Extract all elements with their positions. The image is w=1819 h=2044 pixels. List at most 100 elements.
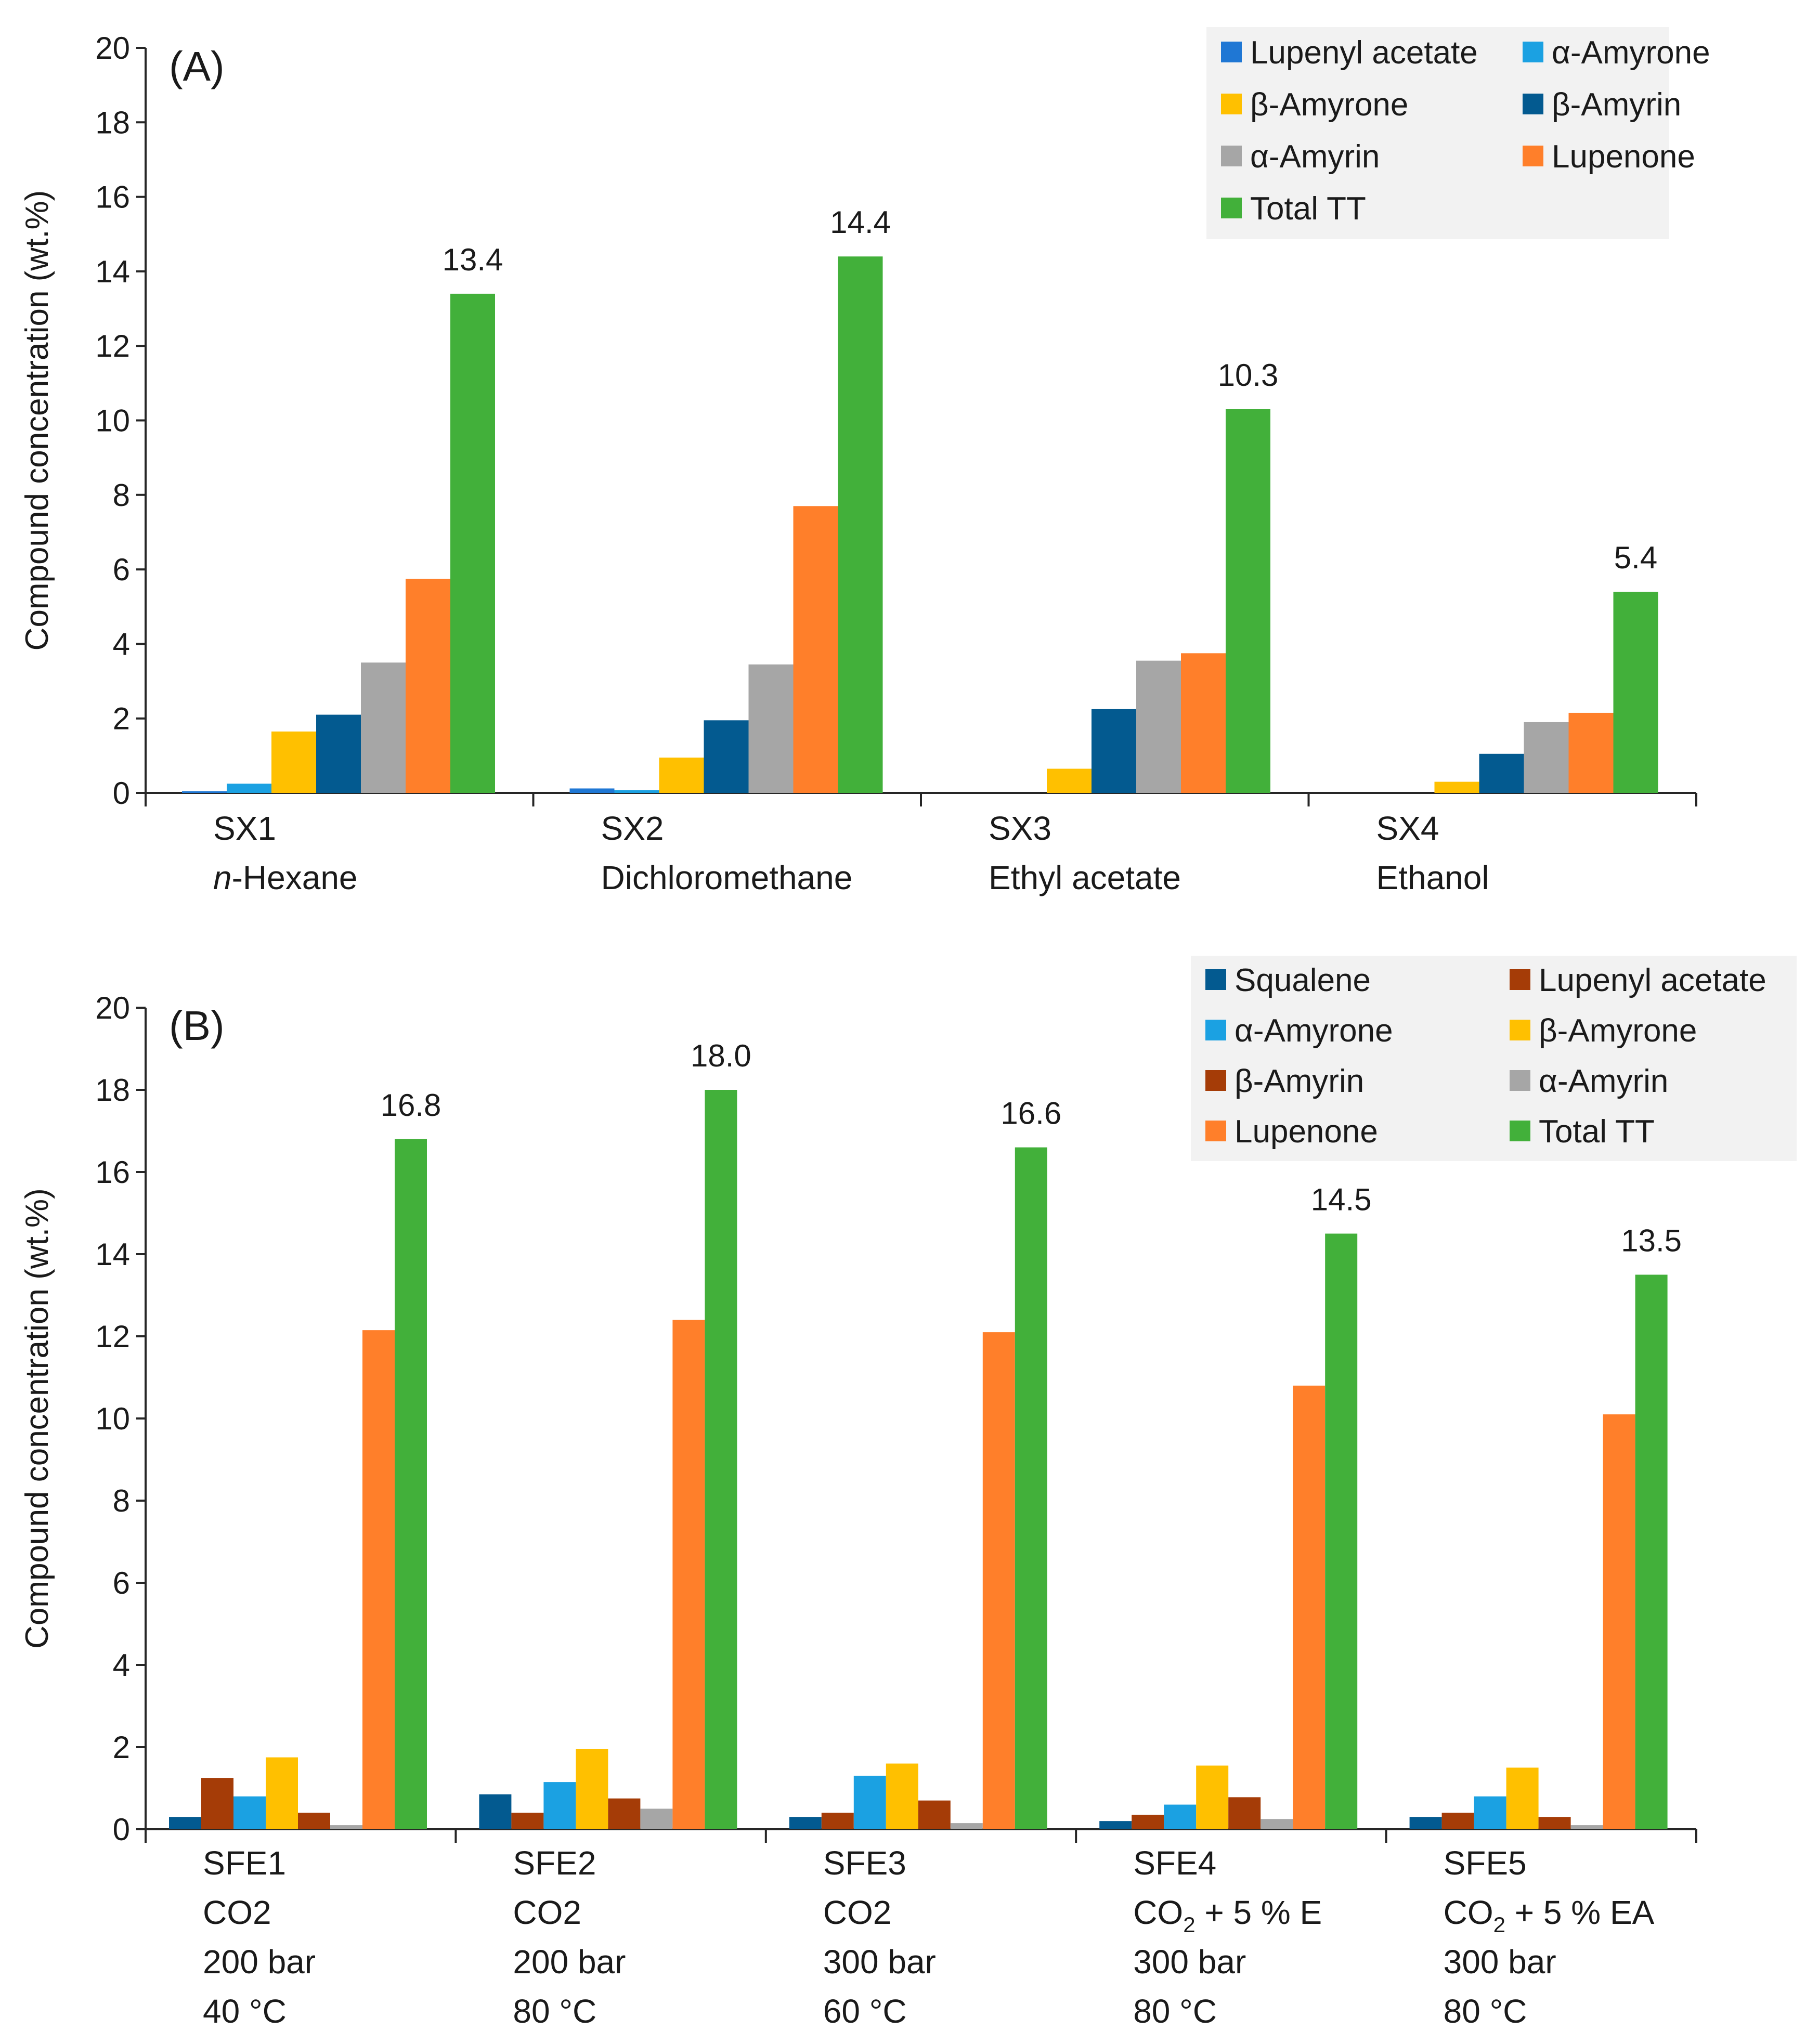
panel-a-legend-swatch — [1221, 42, 1242, 62]
panel-b-bar--amyrin-cat4 — [1228, 1797, 1261, 1829]
panel-a-y-tick-label: 2 — [113, 701, 130, 736]
panel-a-bar--amyrone-cat1 — [271, 731, 316, 793]
panel-a-legend-swatch — [1221, 146, 1242, 166]
panel-a-legend-label: β-Amyrin — [1552, 87, 1681, 123]
panel-b-category-label: 300 bar — [1444, 1943, 1556, 1981]
panel-b-category-label: SFE1 — [203, 1844, 286, 1882]
panel-a-bar--amyrin-cat4 — [1524, 722, 1569, 793]
panel-a-category-label: SX1 — [213, 810, 276, 847]
panel-b-category-label: 60 °C — [823, 1993, 907, 2030]
panel-b-category-label: CO2 + 5 % EA — [1444, 1894, 1655, 1937]
panel-b-y-tick-label: 4 — [113, 1648, 130, 1683]
panel-b-legend-swatch — [1510, 1121, 1530, 1141]
panel-b-legend-label: α-Amyrin — [1539, 1063, 1668, 1099]
panel-a-bar-lupenyl-acetate-cat2 — [569, 788, 615, 793]
panel-b-category-label: CO2 — [823, 1894, 892, 1931]
panel-a-total-label: 5.4 — [1614, 540, 1657, 575]
panel-b-legend-swatch — [1205, 1070, 1226, 1091]
panel-b-bar--amyrone-cat3 — [853, 1776, 886, 1829]
panel-a-bar--amyrone-cat4 — [1434, 782, 1479, 793]
panel-a-total-label: 10.3 — [1218, 358, 1279, 393]
panel-b-bar-total-tt-cat2 — [705, 1090, 737, 1829]
panel-b-total-label: 13.5 — [1621, 1223, 1682, 1258]
panel-a-category-label: SX2 — [601, 810, 664, 847]
panel-b-category-label: 40 °C — [203, 1993, 287, 2030]
panel-a-legend-label: β-Amyrone — [1250, 87, 1408, 123]
panel-b-category-label: 80 °C — [1133, 1993, 1217, 2030]
panel-b-legend-label: Squalene — [1235, 962, 1371, 998]
panel-a-y-axis-label: Compound concentration (wt.%) — [19, 190, 55, 651]
panel-a-category-label: SX3 — [989, 810, 1051, 847]
panel-b-bar-lupenone-cat5 — [1603, 1414, 1635, 1829]
panel-a-category-label: Dichloromethane — [601, 859, 853, 896]
panel-a-y-tick-label: 8 — [113, 478, 130, 513]
panel-b-bar-squalene-cat3 — [789, 1817, 822, 1829]
panel-b-legend-label: Lupenone — [1235, 1114, 1378, 1150]
panel-b-bar-squalene-cat1 — [169, 1817, 201, 1829]
panel-a-total-label: 14.4 — [830, 205, 891, 240]
panel-a-bar--amyrone-cat3 — [1047, 769, 1092, 793]
panel-a-legend-box — [1206, 27, 1669, 239]
panel-b-category-label: CO2 — [203, 1894, 271, 1931]
panel-a-legend-label: α-Amyrone — [1552, 35, 1710, 71]
panel-a-bar-lupenone-cat4 — [1568, 712, 1614, 793]
panel-a-bar-total-tt-cat4 — [1613, 592, 1658, 793]
panel-a-chart: 0 2 4 6 8 10 12 14 16 18 20 Compound concentration … — [19, 27, 1710, 896]
panel-b-bar--amyrin-cat1 — [298, 1813, 330, 1829]
panel-b-legend-label: β-Amyrin — [1235, 1063, 1364, 1099]
panel-b-legend-swatch — [1205, 969, 1226, 990]
panel-b-legend-swatch — [1510, 969, 1530, 990]
panel-b-category-label: SFE3 — [823, 1844, 906, 1882]
panel-b-category-label: 300 bar — [823, 1943, 936, 1981]
panel-b-legend-label: α-Amyrone — [1235, 1013, 1393, 1049]
panel-b-y-tick-label: 20 — [95, 991, 130, 1025]
panel-a-y-tick-label: 14 — [95, 254, 130, 289]
panel-b-legend-swatch — [1510, 1020, 1530, 1040]
panel-a-label: (A) — [169, 43, 225, 89]
panel-b-category-label: SFE2 — [513, 1844, 596, 1882]
panel-b-bar--amyrone-cat5 — [1474, 1796, 1506, 1829]
panel-a-bar-total-tt-cat3 — [1226, 409, 1270, 793]
panel-b-bar--amyrone-cat4 — [1164, 1804, 1197, 1829]
panel-b-bar-squalene-cat4 — [1099, 1821, 1132, 1829]
panel-a-y-tick-label: 16 — [95, 180, 130, 215]
panel-a-legend: Lupenyl acetate α-Amyrone β-Amyrone β-Amyri… — [1206, 27, 1710, 239]
panel-b-y-tick-label: 2 — [113, 1730, 130, 1765]
panel-a-category-label: Ethanol — [1376, 859, 1489, 896]
panel-b-legend-box — [1191, 956, 1797, 1161]
panel-a-legend-label: α-Amyrin — [1250, 139, 1380, 175]
panel-b-bar--amyrin-cat2 — [608, 1798, 641, 1829]
panel-a-legend-swatch — [1523, 42, 1543, 62]
panel-b-bar-total-tt-cat4 — [1325, 1233, 1358, 1829]
panel-b-bar--amyrin-cat3 — [950, 1823, 983, 1829]
panel-b-legend-label: β-Amyrone — [1539, 1013, 1697, 1049]
panel-b-total-label: 14.5 — [1311, 1182, 1372, 1217]
panel-b-y-tick-label: 8 — [113, 1483, 130, 1518]
panel-b-chart: 0 2 4 6 8 10 12 14 16 18 20 Compound concentration … — [19, 956, 1797, 2030]
panel-b-bar--amyrone-cat2 — [576, 1749, 608, 1829]
panel-a-bar--amyrone-cat2 — [659, 757, 704, 793]
panel-b-bar--amyrone-cat1 — [233, 1796, 266, 1829]
panel-b-bar-lupenyl-acetate-cat1 — [201, 1778, 233, 1829]
panel-b-category-label: CO2 — [513, 1894, 581, 1931]
panel-a-bar-lupenone-cat3 — [1181, 653, 1226, 793]
panel-b-category-label: 300 bar — [1133, 1943, 1246, 1981]
panel-b-total-label: 16.6 — [1001, 1096, 1061, 1131]
panel-b-bar--amyrin-cat2 — [640, 1808, 673, 1829]
panel-b-legend-swatch — [1510, 1070, 1530, 1091]
panel-a-bar--amyrone-cat2 — [614, 790, 659, 793]
panel-a-bar--amyrin-cat1 — [361, 662, 406, 793]
panel-b-category-label: 80 °C — [513, 1993, 596, 2030]
panel-a-bar-lupenyl-acetate-cat1 — [182, 791, 227, 793]
panel-b-bar--amyrone-cat2 — [543, 1782, 576, 1829]
panel-a-category-label: n-Hexane — [213, 859, 358, 896]
panel-a-bar-lupenone-cat2 — [793, 506, 838, 793]
panel-a-legend-swatch — [1523, 94, 1543, 114]
panel-b-bar-lupenyl-acetate-cat4 — [1132, 1815, 1164, 1829]
panel-b-y-axis-label: Compound concentration (wt.%) — [19, 1188, 55, 1649]
panel-b-legend: Squalene Lupenyl acetate α-Amyrone β-Amyron… — [1191, 956, 1797, 1161]
panel-a-bar-lupenone-cat1 — [406, 579, 450, 793]
panel-b-legend-label: Total TT — [1539, 1114, 1655, 1150]
panel-a-y-tick-label: 20 — [95, 31, 130, 66]
